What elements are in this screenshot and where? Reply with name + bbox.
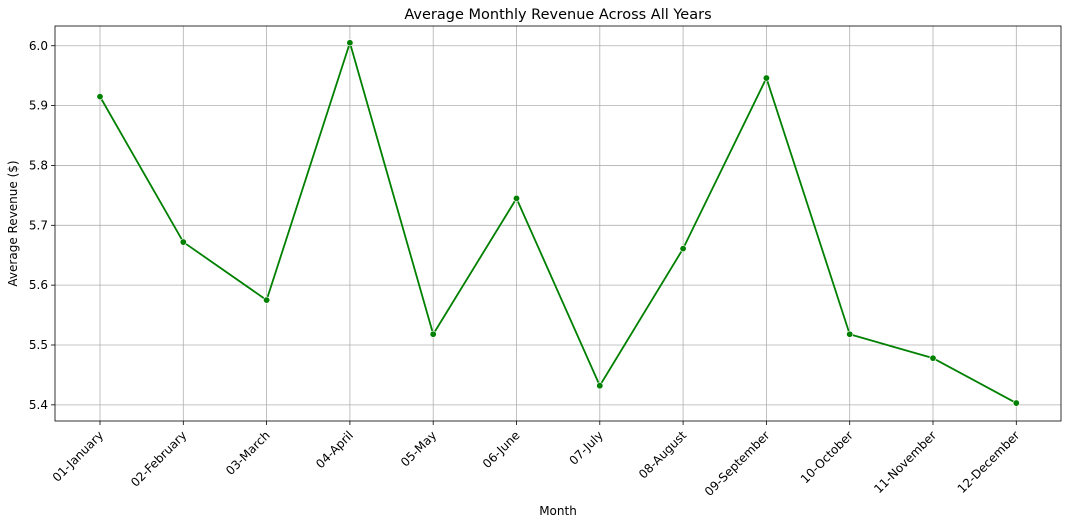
y-axis-ticks: 5.4 5.5 5.6 5.7 5.8 5.9 6.0 — [29, 39, 55, 412]
plot-frame — [54, 25, 1062, 422]
y-tick-label: 5.6 — [29, 278, 48, 292]
x-tick-label: 12-December — [955, 428, 1023, 496]
data-point — [179, 238, 187, 246]
data-point — [679, 245, 687, 253]
y-axis-title: Average Revenue ($) — [6, 160, 20, 286]
y-tick-label: 5.8 — [29, 158, 48, 172]
data-point — [1012, 399, 1020, 407]
series-line — [99, 41, 1017, 404]
data-point — [762, 74, 770, 82]
x-tick-label: 07-July — [566, 428, 605, 467]
data-point — [596, 382, 604, 390]
y-tick-label: 5.5 — [29, 338, 48, 352]
x-axis-title: Month — [539, 504, 577, 518]
x-axis-ticks: 01-January 02-February 03-March 04-April 05-… — [50, 421, 1023, 499]
x-tick-label: 03-March — [223, 428, 273, 478]
x-tick-label: 08-August — [636, 428, 689, 481]
chart-title: Average Monthly Revenue Across All Years — [404, 7, 711, 23]
x-tick-label: 06-June — [480, 428, 523, 471]
series-line-group — [96, 39, 1020, 407]
data-point — [846, 330, 854, 338]
y-tick-label: 6.0 — [29, 39, 48, 53]
data-point — [263, 296, 271, 304]
x-tick-label: 09-September — [702, 428, 773, 499]
y-tick-label: 5.7 — [29, 218, 48, 232]
data-point — [929, 354, 937, 362]
x-tick-label: 04-April — [313, 428, 356, 471]
x-tick-label: 02-February — [128, 428, 189, 489]
data-point — [429, 330, 437, 338]
y-tick-label: 5.4 — [29, 398, 48, 412]
data-point — [346, 39, 354, 47]
grid-lines — [55, 26, 1061, 421]
y-tick-label: 5.9 — [29, 99, 48, 113]
x-tick-label: 11-November — [871, 428, 939, 496]
x-tick-label: 10-October — [798, 428, 856, 486]
data-point — [512, 194, 520, 202]
x-tick-label: 05-May — [398, 428, 439, 469]
x-tick-label: 01-January — [50, 428, 106, 484]
data-point — [96, 93, 104, 101]
